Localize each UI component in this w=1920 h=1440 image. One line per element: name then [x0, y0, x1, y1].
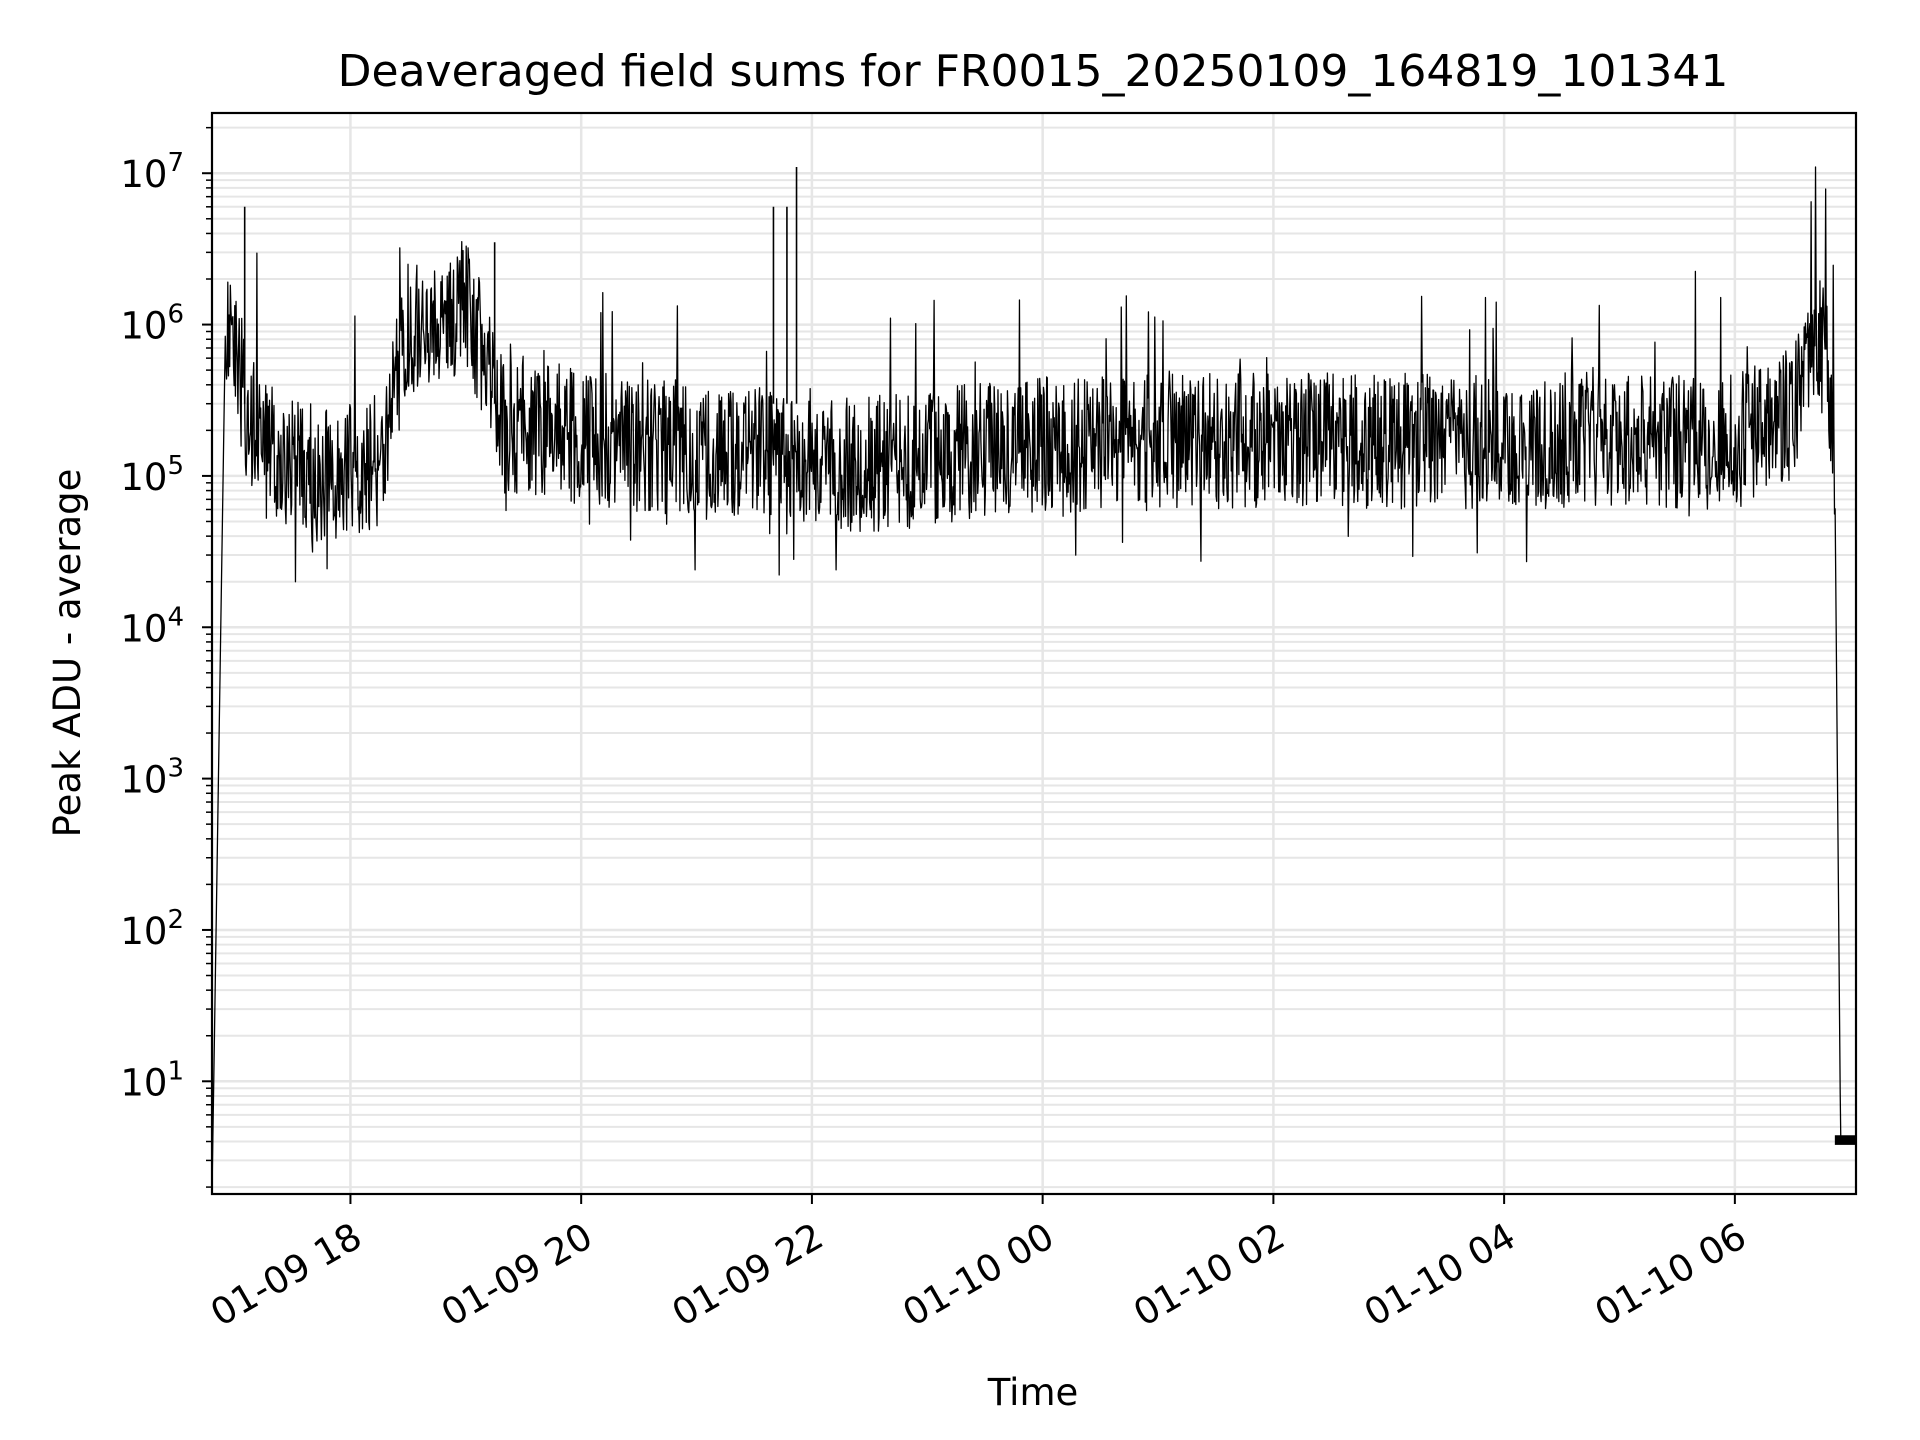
- major-gridlines: [212, 113, 1856, 1194]
- y-tick-label: 107: [120, 148, 184, 196]
- chart-title: Deaveraged field sums for FR0015_2025010…: [338, 46, 1729, 97]
- y-tick-label: 103: [120, 754, 184, 802]
- y-tick-label: 104: [120, 602, 184, 650]
- series-layer: [211, 166, 1857, 1195]
- y-axis-label: Peak ADU - average: [46, 469, 89, 838]
- y-tick-label: 101: [120, 1056, 184, 1104]
- y-tick-label: 105: [120, 451, 184, 499]
- x-axis-label: Time: [987, 1371, 1079, 1414]
- y-tick-label: 102: [120, 905, 184, 953]
- axis-ticks: [202, 126, 1736, 1204]
- y-tick-labels: 101 102 103 104 105 106 107: [120, 148, 184, 1104]
- series-line: [211, 166, 1857, 1195]
- tail-segment: [1834, 1135, 1856, 1145]
- y-tick-label: 106: [120, 300, 184, 348]
- minor-gridlines: [212, 126, 1856, 1189]
- plot-frame: [210, 111, 1858, 1196]
